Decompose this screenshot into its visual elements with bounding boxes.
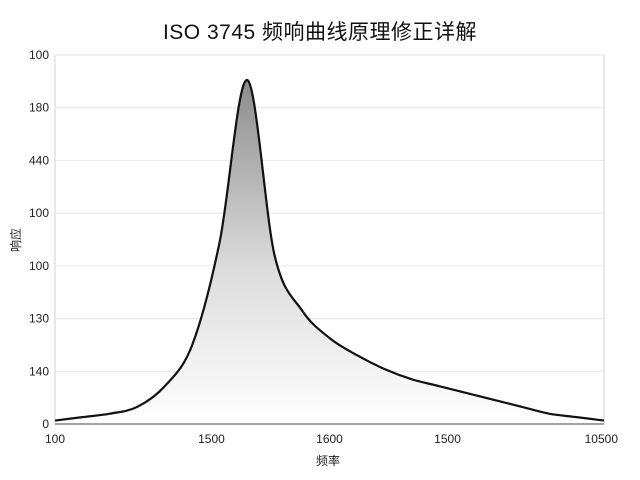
- y-tick-label: 100: [29, 206, 49, 220]
- chart-title: ISO 3745 频响曲线原理修正详解: [162, 21, 478, 44]
- x-tick-label: 1500: [198, 432, 225, 446]
- response-area-fill: [55, 79, 604, 425]
- y-tick-label: 130: [29, 312, 49, 326]
- y-tick-label: 0: [42, 417, 49, 431]
- grid-lines: [55, 54, 604, 425]
- x-tick-label: 1600: [316, 432, 343, 446]
- x-tick-labels: 100 1500 1600 1500 10500: [45, 432, 618, 446]
- y-tick-label: 100: [29, 48, 49, 62]
- y-tick-label: 440: [29, 153, 49, 167]
- y-axis-label: 响应: [8, 228, 23, 252]
- y-tick-label: 140: [29, 364, 49, 378]
- response-curve-line: [54, 78, 605, 422]
- y-tick-label: 100: [29, 259, 49, 273]
- y-tick-label: 180: [29, 101, 49, 115]
- x-tick-label: 1500: [434, 432, 461, 446]
- x-tick-label: 10500: [585, 432, 619, 446]
- x-tick-label: 100: [45, 432, 65, 446]
- x-axis-label: 频率: [316, 453, 340, 468]
- y-tick-labels: 0 140 130 100 100 440 180 100: [29, 48, 49, 431]
